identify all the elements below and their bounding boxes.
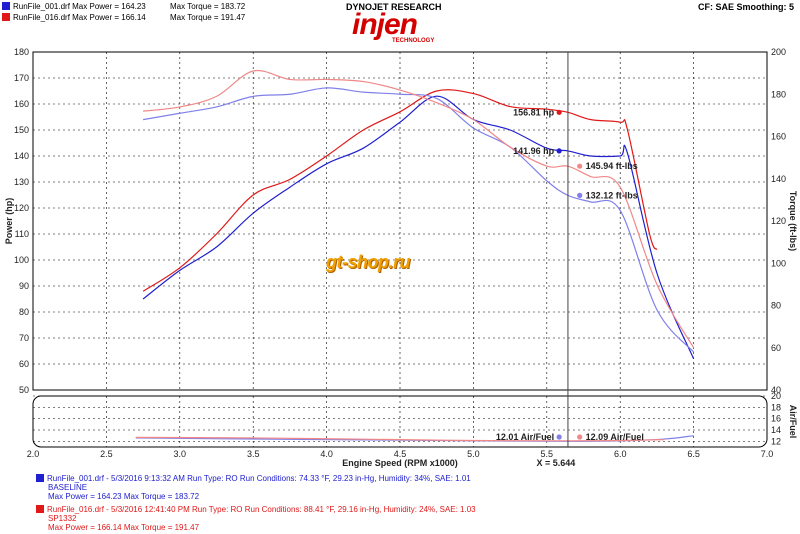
x-tick-label: 4.0 <box>320 449 333 459</box>
af-tick-label: 12 <box>771 436 781 446</box>
y-tick-label: 120 <box>14 203 29 213</box>
af-marker-label-1: 12.09 Air/Fuel <box>586 432 644 442</box>
y2-axis-title: Torque (ft-lbs) <box>788 191 798 251</box>
x-tick-label: 4.5 <box>394 449 407 459</box>
marker-dot-3 <box>577 192 583 198</box>
footer-run1-line1: RunFile_001.drf - 5/3/2016 9:13:32 AM Ru… <box>47 474 471 483</box>
marker-label-0: 156.81 hp <box>513 107 555 117</box>
run1-swatch <box>2 2 10 10</box>
x-tick-label: 6.5 <box>687 449 700 459</box>
y-tick-label: 90 <box>19 281 29 291</box>
footer-run1-swatch <box>36 474 44 482</box>
x-tick-label: 5.5 <box>541 449 554 459</box>
header-run1: RunFile_001.drf Max Power = 164.23 Max T… <box>2 2 245 11</box>
af-axis-title: Air/Fuel <box>788 405 798 439</box>
run1-summary: RunFile_001.drf Max Power = 164.23 <box>13 2 146 11</box>
watermark: gt-shop.ru <box>326 252 410 272</box>
af-tick-label: 20 <box>771 391 781 401</box>
y2-tick-label: 160 <box>771 132 786 142</box>
y-tick-label: 170 <box>14 73 29 83</box>
brand-sub: TECHNOLOGY <box>392 38 435 44</box>
settings-label: CF: SAE Smoothing: 5 <box>698 2 794 12</box>
labels: X = 5.644 156.81 hp 141.96 hp 145.94 ft-lbs… <box>496 107 644 468</box>
x-tick-label: 3.5 <box>247 449 260 459</box>
y2-tick-label: 180 <box>771 89 786 99</box>
af-series-line-1 <box>135 436 665 442</box>
marker-dot-1 <box>556 148 562 154</box>
af-tick-label: 14 <box>771 425 781 435</box>
af-tick-label: 18 <box>771 402 781 412</box>
series-line-2 <box>142 87 695 353</box>
marker-dot-0 <box>556 109 562 115</box>
y-tick-label: 150 <box>14 125 29 135</box>
series-line-3 <box>143 69 695 349</box>
curves <box>135 52 695 447</box>
y-tick-label: 60 <box>19 359 29 369</box>
header-run2: RunFile_016.drf Max Power = 166.14 Max T… <box>2 13 245 22</box>
run2-summary: RunFile_016.drf Max Power = 166.14 <box>13 13 146 22</box>
y-tick-label: 160 <box>14 99 29 109</box>
y2-tick-label: 200 <box>771 47 786 57</box>
footer-run2-line3: Max Power = 166.14 Max Torque = 191.47 <box>48 523 200 532</box>
af-marker-label-0: 12.01 Air/Fuel <box>496 432 554 442</box>
marker-label-2: 145.94 ft-lbs <box>586 161 638 171</box>
y2-tick-label: 100 <box>771 258 786 268</box>
brand-logo: injen <box>352 8 418 41</box>
y2-tick-label: 40 <box>771 385 781 395</box>
y2-tick-label: 60 <box>771 343 781 353</box>
af-marker-dot-0 <box>556 434 562 440</box>
footer-run2: RunFile_016.drf - 5/3/2016 12:41:40 PM R… <box>36 505 476 532</box>
footer-run2-line2: SP1332 <box>48 514 77 523</box>
y2-tick-label: 140 <box>771 174 786 184</box>
x-axis-title: Engine Speed (RPM x1000) <box>342 458 458 468</box>
run2-torque-summary: Max Torque = 191.47 <box>170 13 246 22</box>
footer-run1-line2: BASELINE <box>48 483 88 492</box>
y-tick-label: 70 <box>19 333 29 343</box>
marker-label-1: 141.96 hp <box>513 146 555 156</box>
brand-top: DYNOJET RESEARCH <box>346 2 442 12</box>
af-marker-dot-1 <box>577 434 583 440</box>
run1-torque-summary: Max Torque = 183.72 <box>170 2 246 11</box>
x-tick-label: 2.5 <box>100 449 113 459</box>
cursor-label: X = 5.644 <box>537 458 576 468</box>
footer-run1-line3: Max Power = 164.23 Max Torque = 183.72 <box>48 492 200 501</box>
y-tick-label: 80 <box>19 307 29 317</box>
y-tick-label: 110 <box>15 229 29 239</box>
y-axis-title: Power (hp) <box>4 198 14 245</box>
y-tick-label: 50 <box>19 385 29 395</box>
main-grid: 50 60 70 80 90 100 110 120 130 140 150 160 170 180 40 6… <box>4 47 798 468</box>
footer-run2-swatch <box>36 505 44 513</box>
af-tick-label: 16 <box>771 414 781 424</box>
y-tick-label: 100 <box>14 255 29 265</box>
run2-swatch <box>2 13 10 21</box>
series-line-1 <box>142 89 658 292</box>
marker-dot-2 <box>577 163 583 169</box>
x-tick-label: 6.0 <box>614 449 627 459</box>
series-line-0 <box>142 95 695 360</box>
x-tick-label: 3.0 <box>174 449 187 459</box>
marker-label-3: 132.12 ft-lbs <box>586 190 638 200</box>
x-tick-label: 5.0 <box>467 449 480 459</box>
y-tick-label: 180 <box>14 47 29 57</box>
y-tick-label: 140 <box>14 151 29 161</box>
x-tick-label: 7.0 <box>761 449 774 459</box>
y2-tick-label: 120 <box>771 216 786 226</box>
y2-tick-label: 80 <box>771 301 781 311</box>
footer-run2-line1: RunFile_016.drf - 5/3/2016 12:41:40 PM R… <box>47 505 476 514</box>
x-tick-label: 2.0 <box>27 449 40 459</box>
y-tick-label: 130 <box>14 177 29 187</box>
footer-run1: RunFile_001.drf - 5/3/2016 9:13:32 AM Ru… <box>36 474 471 501</box>
